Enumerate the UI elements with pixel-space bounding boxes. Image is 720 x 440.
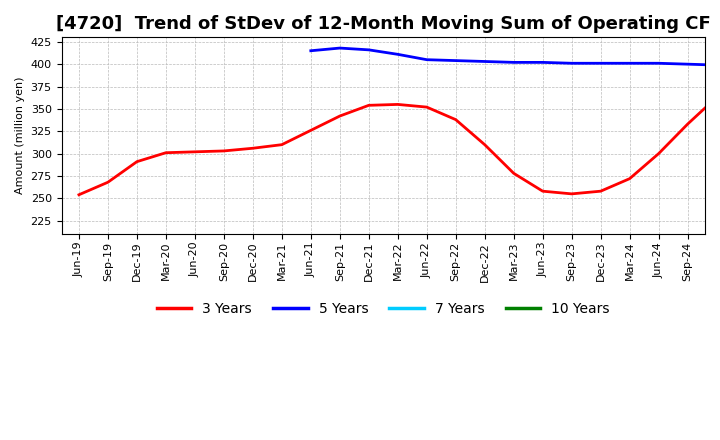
Legend: 3 Years, 5 Years, 7 Years, 10 Years: 3 Years, 5 Years, 7 Years, 10 Years [151,297,616,322]
Y-axis label: Amount (million yen): Amount (million yen) [15,77,25,194]
Title: [4720]  Trend of StDev of 12-Month Moving Sum of Operating CF: [4720] Trend of StDev of 12-Month Moving… [56,15,711,33]
